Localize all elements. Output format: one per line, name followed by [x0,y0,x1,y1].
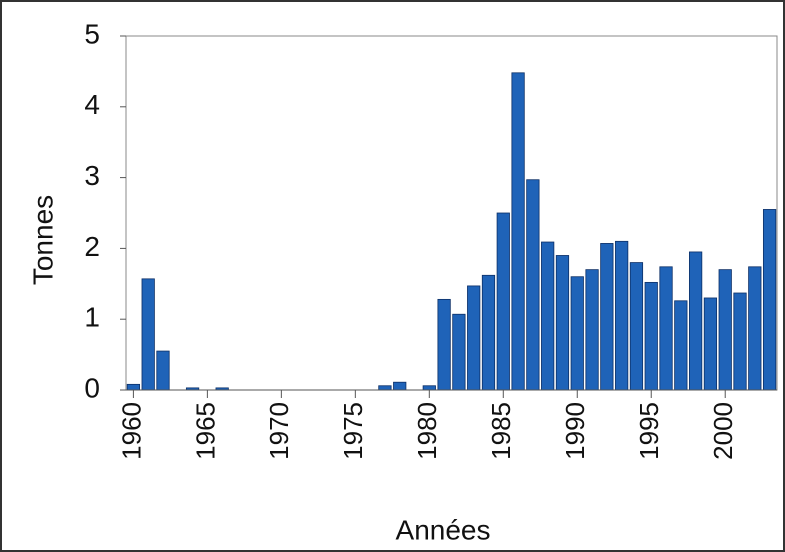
bar [733,292,747,391]
x-axis-title: Années [396,514,491,545]
bar [718,269,732,391]
bar [378,385,392,391]
x-tick-label: 1960 [116,402,146,460]
x-tick-label: 1980 [412,402,442,460]
x-tick-label: 1995 [634,402,664,460]
y-tick-label: 3 [84,160,100,191]
bar [496,212,510,391]
y-tick-label: 1 [84,302,100,333]
bar [555,255,570,391]
bar [703,297,718,391]
x-tick-label: 1975 [338,402,368,460]
bar [481,274,496,391]
bar [659,266,673,391]
bar [674,300,688,391]
bar [689,251,703,391]
bar [126,383,141,391]
bar [393,381,407,391]
y-tick-label: 4 [84,89,100,120]
x-tick-label: 1965 [190,402,220,460]
bar [585,269,599,391]
bar [156,350,170,391]
bar [422,385,436,391]
bar [467,285,481,391]
bar [511,72,525,391]
x-tick-label: 1985 [486,402,516,460]
x-tick-label: 1970 [264,402,294,460]
y-axis-title: Tonnes [27,195,58,285]
x-tick-label: 1990 [560,402,590,460]
bar [526,179,540,391]
bar [615,240,629,391]
y-tick-label: 5 [84,18,100,49]
bar [541,241,555,391]
bar [570,276,584,391]
bar [452,313,466,391]
bar [644,281,658,391]
y-tick-label: 2 [84,231,100,262]
x-tick-label: 2000 [708,402,738,460]
bar [437,298,451,391]
bar [141,278,155,391]
y-tick-label: 0 [84,372,100,403]
bar [600,243,614,391]
bar [762,209,777,391]
bar [748,266,762,391]
bar [629,262,644,391]
